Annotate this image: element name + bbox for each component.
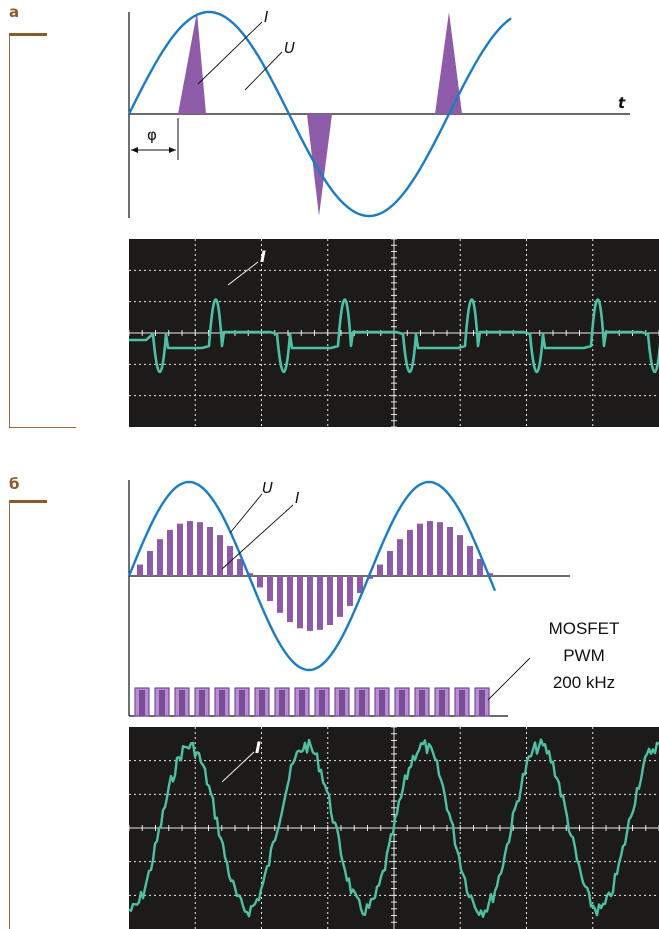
current-bar xyxy=(177,523,183,576)
scope-trace xyxy=(129,298,659,373)
pwm-pulse-core xyxy=(419,690,425,716)
current-bar xyxy=(457,535,463,576)
panel-a-waveform: φ I U t xyxy=(127,8,630,218)
current-pulses xyxy=(178,12,462,216)
time-label: t xyxy=(618,94,626,112)
current-bar xyxy=(167,529,173,576)
scope-label-leader xyxy=(227,261,259,286)
current-bar xyxy=(337,576,343,617)
current-leader xyxy=(221,504,294,570)
pwm-pulse-core xyxy=(399,690,405,716)
panel-b-waveform: U I MOSFET PWM 200 kHz xyxy=(127,479,620,717)
current-bar xyxy=(427,521,433,576)
current-bar xyxy=(487,573,493,576)
current-bar xyxy=(297,576,303,629)
pwm-pulse-core xyxy=(239,690,245,716)
panel-a-bracket-top xyxy=(9,33,47,36)
pwm-pulse-core xyxy=(479,690,485,716)
pwm-pulse-core xyxy=(199,690,205,716)
scope-trace xyxy=(128,738,659,918)
current-bar xyxy=(267,576,273,601)
panel-a-letter: а xyxy=(9,3,20,21)
current-bar xyxy=(367,576,373,579)
pwm-pulse-core xyxy=(299,690,305,716)
pwm-label-line1: MOSFET xyxy=(549,619,620,638)
current-label: I xyxy=(295,489,300,507)
current-bar xyxy=(467,546,473,576)
pwm-pulse-core xyxy=(339,690,345,716)
pwm-pulse-core xyxy=(319,690,325,716)
pwm-pulse-core xyxy=(219,690,225,716)
current-bar xyxy=(477,559,483,576)
current-bar xyxy=(287,576,293,623)
pwm-label-line3: 200 kHz xyxy=(553,673,615,692)
current-bar xyxy=(407,529,413,576)
pwm-leader xyxy=(487,657,531,701)
voltage-leader xyxy=(244,51,283,91)
scope-current-label: I xyxy=(260,247,266,266)
current-bar xyxy=(387,551,393,576)
current-pwm-bars xyxy=(137,521,493,631)
pwm-label-line2: PWM xyxy=(563,646,605,665)
current-bar xyxy=(417,523,423,576)
pwm-pulse-train xyxy=(134,687,490,717)
current-bar xyxy=(247,573,253,576)
current-bar xyxy=(237,559,243,576)
scope-current-label: I xyxy=(255,738,261,757)
panel-a-bracket xyxy=(9,35,76,428)
panel-b-bracket xyxy=(9,502,76,929)
current-bar xyxy=(257,576,263,588)
pwm-pulse-core xyxy=(439,690,445,716)
current-bar xyxy=(147,551,153,576)
voltage-label: U xyxy=(284,39,295,57)
scope-label-leader xyxy=(221,751,255,783)
phase-label: φ xyxy=(147,126,157,144)
panel-b-letter: б xyxy=(9,475,20,493)
current-bar xyxy=(227,546,233,576)
current-bar xyxy=(357,576,363,593)
voltage-leader xyxy=(229,493,263,534)
pwm-pulse-core xyxy=(139,690,145,716)
pwm-pulse-core xyxy=(279,690,285,716)
voltage-label: U xyxy=(262,479,273,497)
voltage-curve xyxy=(127,10,512,218)
current-label: I xyxy=(264,8,269,26)
panel-b-bracket-top xyxy=(9,500,47,503)
pwm-pulse-core xyxy=(379,690,385,716)
current-bar xyxy=(397,539,403,576)
current-bar xyxy=(437,522,443,576)
scope-grid xyxy=(128,238,659,428)
current-bar xyxy=(207,526,213,576)
current-bar xyxy=(187,521,193,576)
current-bar xyxy=(377,564,383,576)
pwm-pulse-core xyxy=(359,690,365,716)
current-bar xyxy=(217,535,223,576)
panel-b-scope: I xyxy=(128,726,659,929)
current-bar xyxy=(307,576,313,631)
current-bar xyxy=(197,522,203,576)
current-bar xyxy=(157,539,163,576)
current-bar xyxy=(327,576,333,626)
voltage-curve xyxy=(127,480,497,672)
pwm-pulse-core xyxy=(179,690,185,716)
current-bar xyxy=(277,576,283,613)
current-bar xyxy=(347,576,353,606)
current-bar xyxy=(317,576,323,630)
panel-a-scope: I xyxy=(128,238,659,428)
pwm-pulse-core xyxy=(259,690,265,716)
current-bar xyxy=(447,526,453,576)
pwm-pulse-core xyxy=(159,690,165,716)
current-bar xyxy=(137,564,143,576)
current-leader xyxy=(197,21,263,85)
pwm-pulse-core xyxy=(459,690,465,716)
